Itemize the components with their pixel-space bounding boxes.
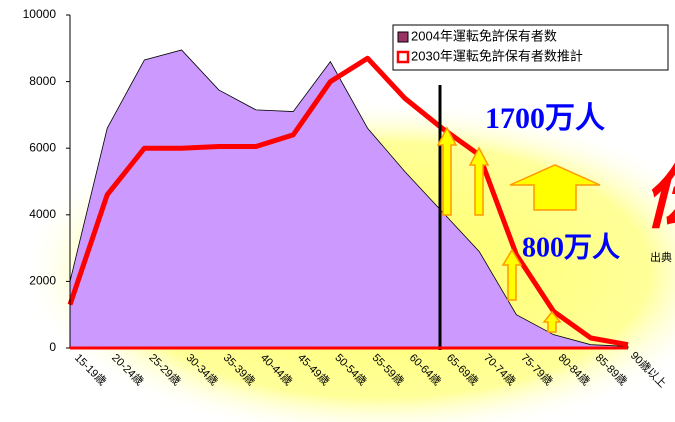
area [69,49,629,349]
plot [67,49,629,349]
annotation: 出典 [650,250,672,264]
annotation: 1700万人 [485,102,605,135]
arrows [436,126,601,333]
legend-label: 2030年運転免許保有者数推計 [411,48,583,63]
y-tick-label: 4000 [29,207,56,221]
legend [392,24,669,71]
legend-swatch [397,31,409,43]
legend-label: 2004年運転免許保有者数 [411,28,557,43]
y-tick-label: 10000 [23,7,57,21]
legend-swatch [396,50,410,64]
annotation: 伝 [643,158,675,238]
y-tick-label: 2000 [29,274,56,288]
y-tick-label: 6000 [29,140,56,154]
y-tick-label: 8000 [29,74,56,88]
line [67,55,629,348]
annotation: 800万人 [522,231,620,263]
y-tick-label: 0 [49,340,56,354]
